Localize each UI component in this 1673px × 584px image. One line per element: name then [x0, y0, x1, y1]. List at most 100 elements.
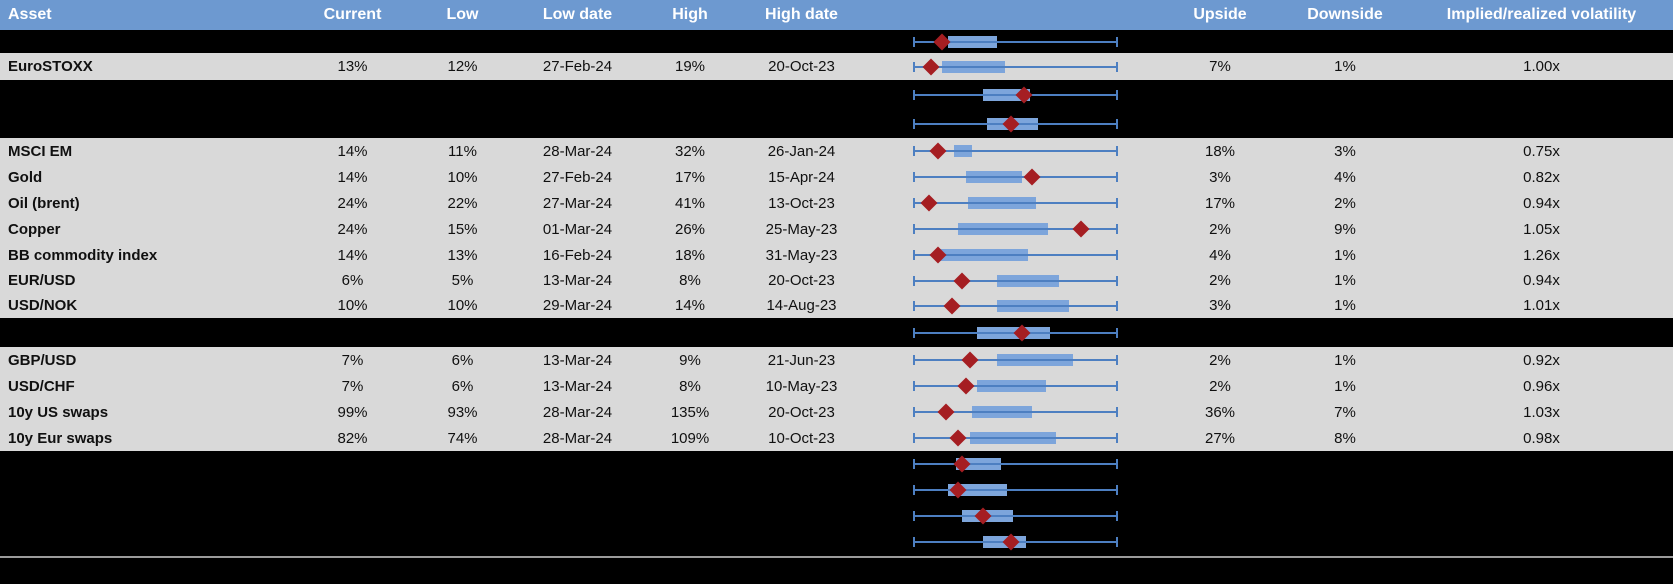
- cell-low[interactable]: [405, 451, 520, 477]
- cell-asset[interactable]: Gold: [8, 168, 43, 186]
- cell-implied-realized-volatility[interactable]: [1410, 109, 1673, 138]
- cell-downside[interactable]: [1280, 109, 1410, 138]
- cell-low[interactable]: [405, 503, 520, 529]
- cell-high[interactable]: [635, 529, 745, 554]
- cell-implied-realized-volatility[interactable]: [1410, 80, 1673, 109]
- cell-high-date[interactable]: [745, 503, 858, 529]
- cell-upside[interactable]: 3%: [1209, 168, 1231, 186]
- cell-low[interactable]: [405, 109, 520, 138]
- cell-asset[interactable]: [0, 318, 300, 347]
- cell-high[interactable]: 109%: [670, 429, 710, 447]
- cell-implied-realized-volatility[interactable]: 0.75x: [1523, 142, 1560, 160]
- cell-high[interactable]: [635, 503, 745, 529]
- cell-low-date[interactable]: 28-Mar-24: [542, 429, 613, 447]
- cell-upside[interactable]: [1160, 529, 1280, 554]
- cell-low-date[interactable]: 29-Mar-24: [542, 297, 613, 314]
- cell-low[interactable]: 22%: [447, 194, 478, 212]
- cell-high[interactable]: 41%: [674, 194, 706, 212]
- cell-low[interactable]: [405, 80, 520, 109]
- cell-low[interactable]: [405, 477, 520, 503]
- cell-downside[interactable]: 8%: [1334, 429, 1356, 447]
- cell-downside[interactable]: [1280, 477, 1410, 503]
- cell-downside[interactable]: 7%: [1334, 403, 1356, 421]
- cell-downside[interactable]: [1280, 503, 1410, 529]
- cell-asset[interactable]: [0, 503, 300, 529]
- cell-low-date[interactable]: 27-Feb-24: [542, 58, 613, 75]
- cell-asset[interactable]: 10y Eur swaps: [8, 429, 113, 447]
- cell-downside[interactable]: [1280, 558, 1410, 584]
- cell-current[interactable]: [300, 30, 405, 53]
- cell-low-date[interactable]: [520, 503, 635, 529]
- cell-downside[interactable]: [1280, 451, 1410, 477]
- cell-high[interactable]: [635, 318, 745, 347]
- cell-low[interactable]: 10%: [447, 168, 478, 186]
- cell-low[interactable]: 6%: [451, 351, 474, 369]
- cell-implied-realized-volatility[interactable]: 1.26x: [1523, 246, 1560, 264]
- cell-asset[interactable]: Oil (brent): [8, 194, 80, 212]
- cell-high[interactable]: 17%: [674, 168, 706, 186]
- cell-upside[interactable]: 2%: [1209, 377, 1231, 395]
- cell-high-date[interactable]: [745, 451, 858, 477]
- cell-high[interactable]: 14%: [674, 297, 706, 314]
- cell-current[interactable]: 24%: [337, 194, 368, 212]
- cell-current[interactable]: 14%: [337, 168, 368, 186]
- cell-low-date[interactable]: 13-Mar-24: [542, 272, 613, 289]
- cell-current[interactable]: [300, 529, 405, 554]
- cell-high[interactable]: [635, 451, 745, 477]
- cell-current[interactable]: [300, 477, 405, 503]
- cell-upside[interactable]: 18%: [1204, 142, 1236, 160]
- cell-low[interactable]: 6%: [451, 377, 474, 395]
- cell-upside[interactable]: [1160, 30, 1280, 53]
- column-header-low[interactable]: Low: [446, 6, 479, 23]
- cell-high[interactable]: 18%: [674, 246, 706, 264]
- cell-asset[interactable]: [0, 80, 300, 109]
- cell-current[interactable]: 99%: [337, 403, 368, 421]
- cell-asset[interactable]: EUR/USD: [8, 272, 76, 289]
- cell-downside[interactable]: [1280, 30, 1410, 53]
- cell-low-date[interactable]: 27-Mar-24: [542, 194, 613, 212]
- cell-upside[interactable]: 17%: [1204, 194, 1236, 212]
- cell-high-date[interactable]: [745, 529, 858, 554]
- cell-low-date[interactable]: [520, 318, 635, 347]
- cell-upside[interactable]: [1160, 318, 1280, 347]
- cell-downside[interactable]: 4%: [1334, 168, 1356, 186]
- cell-implied-realized-volatility[interactable]: 0.94x: [1523, 194, 1560, 212]
- cell-upside[interactable]: [1160, 80, 1280, 109]
- cell-asset[interactable]: [0, 451, 300, 477]
- cell-low[interactable]: [405, 30, 520, 53]
- cell-low-date[interactable]: 13-Mar-24: [542, 351, 613, 369]
- cell-high-date[interactable]: 14-Aug-23: [766, 297, 837, 314]
- cell-high-date[interactable]: 20-Oct-23: [768, 403, 835, 421]
- cell-asset[interactable]: [0, 529, 300, 554]
- cell-high[interactable]: [635, 109, 745, 138]
- cell-low[interactable]: [405, 529, 520, 554]
- cell-upside[interactable]: 36%: [1204, 403, 1236, 421]
- cell-implied-realized-volatility[interactable]: [1410, 30, 1673, 53]
- cell-current[interactable]: 13%: [337, 58, 368, 75]
- cell-downside[interactable]: 2%: [1334, 194, 1356, 212]
- cell-low-date[interactable]: [520, 558, 635, 584]
- cell-upside[interactable]: [1160, 477, 1280, 503]
- cell-high-date[interactable]: 25-May-23: [765, 220, 838, 238]
- cell-upside[interactable]: [1160, 558, 1280, 584]
- cell-high-date[interactable]: 13-Oct-23: [768, 194, 835, 212]
- cell-low[interactable]: 10%: [447, 297, 478, 314]
- cell-downside[interactable]: [1280, 529, 1410, 554]
- cell-asset[interactable]: [0, 477, 300, 503]
- cell-high-date[interactable]: [745, 80, 858, 109]
- cell-low-date[interactable]: [520, 477, 635, 503]
- cell-upside[interactable]: [1160, 503, 1280, 529]
- column-header-high[interactable]: High: [672, 6, 708, 23]
- cell-high-date[interactable]: 10-May-23: [765, 377, 838, 395]
- cell-downside[interactable]: 1%: [1334, 351, 1356, 369]
- cell-current[interactable]: 14%: [337, 142, 368, 160]
- cell-low[interactable]: 13%: [447, 246, 478, 264]
- cell-current[interactable]: [300, 558, 405, 584]
- cell-current[interactable]: [300, 451, 405, 477]
- cell-implied-realized-volatility[interactable]: [1410, 558, 1673, 584]
- cell-upside[interactable]: 27%: [1204, 429, 1236, 447]
- cell-current[interactable]: 24%: [337, 220, 368, 238]
- cell-upside[interactable]: [1160, 451, 1280, 477]
- cell-upside[interactable]: 2%: [1209, 272, 1231, 289]
- cell-upside[interactable]: 4%: [1209, 246, 1231, 264]
